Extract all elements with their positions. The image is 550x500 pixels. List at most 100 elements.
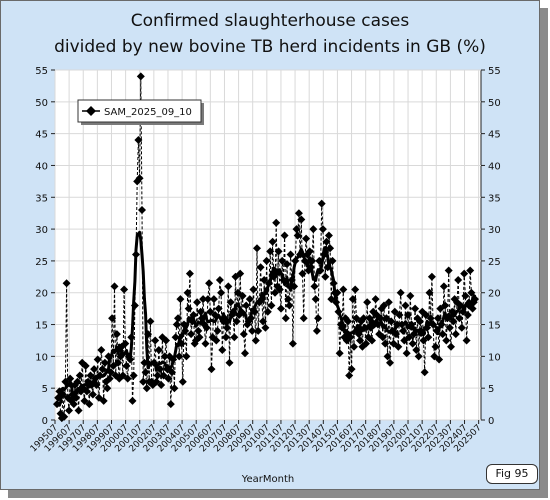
data-point	[423, 323, 432, 332]
y-axis-right: 0 5 10 15 20 25 30 35 40 45 50 55	[481, 66, 501, 427]
data-point	[378, 333, 387, 342]
data-point	[394, 342, 403, 351]
data-point	[417, 326, 426, 335]
data-point	[110, 282, 119, 291]
data-point	[196, 307, 205, 316]
data-point	[393, 320, 402, 329]
data-point	[312, 326, 321, 335]
y-tick-label: 10	[488, 352, 501, 363]
data-point	[346, 333, 355, 342]
data-point	[285, 301, 294, 310]
data-point	[250, 307, 259, 316]
data-point	[151, 336, 160, 345]
data-point	[236, 269, 245, 278]
data-point	[457, 323, 466, 332]
data-point	[135, 174, 144, 183]
data-point	[97, 346, 106, 354]
data-point	[184, 304, 193, 313]
data-point	[152, 377, 161, 386]
data-point	[214, 304, 223, 313]
data-point	[238, 291, 247, 300]
data-point	[415, 317, 424, 326]
data-point	[171, 333, 180, 342]
data-point	[265, 279, 273, 288]
data-point	[274, 247, 283, 256]
data-point	[114, 358, 123, 367]
data-point	[460, 269, 469, 278]
data-point	[213, 326, 222, 335]
data-point	[287, 276, 296, 284]
data-point	[392, 330, 400, 339]
data-point	[229, 307, 238, 316]
data-point	[368, 336, 376, 345]
data-point	[286, 250, 295, 259]
data-point	[105, 374, 114, 383]
data-point	[383, 352, 392, 361]
y-tick-label: 0	[488, 416, 494, 427]
data-point	[269, 272, 278, 281]
data-point	[324, 231, 333, 240]
x-axis: 1995071996071997071998071999072000072001…	[29, 420, 484, 454]
data-point	[315, 256, 324, 265]
data-point	[162, 336, 170, 345]
data-point	[122, 361, 131, 370]
data-point	[321, 272, 330, 281]
data-point	[144, 330, 152, 339]
data-point	[62, 279, 71, 288]
data-point	[401, 301, 410, 310]
data-point	[311, 295, 320, 304]
data-point	[160, 352, 169, 361]
data-point	[350, 342, 358, 351]
data-point	[288, 339, 297, 348]
data-point	[371, 295, 380, 304]
data-point	[132, 250, 140, 259]
data-point	[448, 307, 457, 316]
data-point	[320, 250, 329, 259]
data-point	[87, 381, 96, 389]
data-point	[447, 342, 455, 351]
data-point	[247, 314, 255, 323]
data-point	[360, 323, 369, 332]
data-point	[245, 295, 254, 304]
data-point	[178, 377, 187, 386]
data-point	[225, 358, 234, 367]
data-point	[221, 333, 230, 342]
data-point	[256, 263, 265, 272]
data-point	[431, 342, 440, 351]
data-point	[195, 333, 204, 342]
data-point	[202, 323, 211, 332]
data-point	[326, 244, 335, 253]
data-point	[309, 225, 318, 234]
data-point	[134, 136, 143, 144]
data-point	[116, 352, 125, 361]
data-point	[104, 352, 113, 361]
y-axis-left: 0 5 10 15 20 25 30 35 40 45 50 55	[35, 66, 55, 427]
data-point	[433, 314, 442, 323]
data-point	[157, 381, 166, 389]
data-point	[454, 276, 463, 284]
data-point	[408, 339, 417, 348]
y-tick-label: 35	[35, 193, 48, 204]
y-tick-label: 5	[42, 384, 48, 395]
data-point	[263, 307, 272, 316]
data-point	[189, 311, 198, 319]
x-axis-label: YearMonth	[241, 474, 295, 485]
data-point	[329, 279, 338, 288]
data-point	[150, 358, 158, 367]
data-point	[420, 368, 429, 377]
data-point	[194, 326, 203, 335]
data-point	[432, 326, 441, 335]
data-point	[317, 199, 326, 208]
y-tick-label: 40	[35, 161, 48, 172]
y-tick-label: 55	[35, 66, 48, 77]
data-point	[381, 339, 390, 348]
data-point	[365, 314, 374, 323]
data-point	[183, 288, 192, 297]
data-point	[259, 317, 267, 326]
data-point	[201, 339, 210, 348]
data-point	[323, 263, 332, 272]
data-point	[334, 307, 343, 316]
data-point	[82, 387, 91, 396]
data-point	[396, 288, 405, 297]
data-point	[92, 381, 101, 389]
